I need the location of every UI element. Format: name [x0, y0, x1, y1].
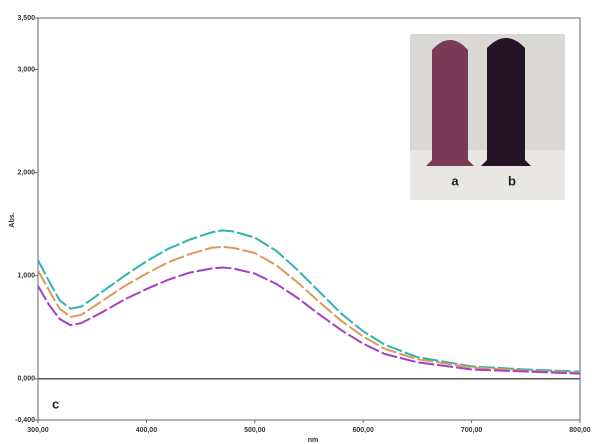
- series-line: [37, 266, 581, 375]
- y-tick-label: 3,500: [17, 15, 35, 22]
- tube-b: [481, 38, 531, 166]
- y-axis-label: Abs.: [9, 212, 16, 227]
- y-tick-label: 0,000: [17, 376, 35, 383]
- inset-photo: a b: [410, 34, 565, 200]
- annotation: c: [52, 396, 59, 411]
- plot-frame: [37, 17, 581, 421]
- x-tick-label: 400,00: [136, 427, 158, 434]
- tube-a: [426, 40, 474, 166]
- y-tick-label: -0,400: [15, 417, 35, 424]
- inset-label: b: [508, 173, 516, 188]
- x-tick-label: 600,00: [352, 427, 374, 434]
- series-line: [37, 229, 581, 373]
- y-tick-label: 2,000: [17, 169, 35, 176]
- x-tick-label: 800,00: [569, 427, 591, 434]
- series-line: [37, 245, 581, 374]
- x-tick-label: 700,00: [461, 427, 483, 434]
- inset-label: a: [451, 173, 459, 188]
- x-tick-label: 300,00: [27, 427, 49, 434]
- y-tick-label: 3,000: [17, 66, 35, 73]
- y-tick-label: 1,000: [17, 273, 35, 280]
- x-tick-label: 500,00: [244, 427, 266, 434]
- x-axis-label: nm: [308, 437, 319, 444]
